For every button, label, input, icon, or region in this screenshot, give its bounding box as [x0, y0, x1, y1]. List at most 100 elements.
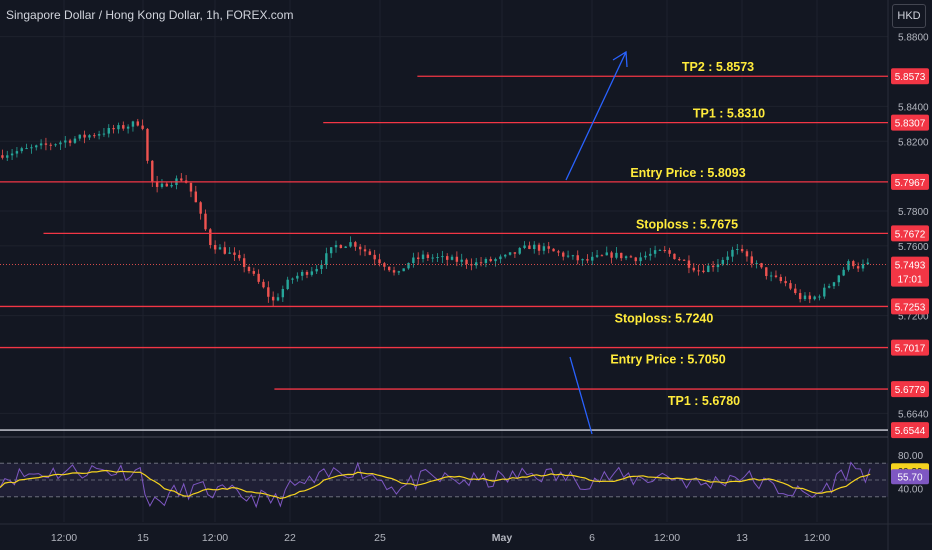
candle-body — [387, 266, 391, 271]
level-label: Stoploss : 5.7675 — [636, 217, 738, 231]
price-tick-label: 5.7200 — [898, 312, 929, 323]
candle-body — [117, 125, 120, 130]
candle-body — [678, 259, 681, 261]
candle-body — [358, 246, 362, 250]
candle-body — [499, 256, 502, 260]
time-tick-label: 12:00 — [804, 532, 830, 544]
trend-arrows — [565, 50, 628, 435]
candle-body — [513, 252, 517, 254]
time-axis: 12:00 15 12:00 22 25 May 6 12:00 13 12:00 — [0, 523, 932, 544]
candle-body — [402, 268, 405, 272]
grid — [0, 0, 888, 522]
candle-body — [44, 143, 48, 145]
candle-body — [160, 183, 164, 187]
candle-body — [528, 245, 531, 250]
candle-body — [305, 271, 309, 275]
candle-body — [286, 279, 289, 290]
level-label: Entry Price : 5.7050 — [610, 353, 725, 367]
candle-body — [68, 140, 72, 143]
candle-body — [624, 256, 628, 259]
candle-body — [131, 121, 135, 127]
candle-body — [49, 144, 52, 146]
candle-body — [615, 252, 618, 258]
price-tick-label: 5.8400 — [898, 102, 929, 113]
candle-body — [740, 248, 744, 252]
candle-body — [436, 257, 439, 259]
price-axis: 5.8800 5.8400 5.8200 5.7800 5.7600 5.7200 5.66… — [887, 0, 929, 550]
candle-body — [465, 259, 468, 265]
candle-body — [392, 270, 396, 273]
candle-body — [363, 249, 367, 252]
candle-body — [218, 247, 222, 250]
candle-body — [291, 278, 294, 280]
candle-body — [339, 245, 343, 248]
candle-body — [653, 250, 657, 254]
candle-body — [267, 287, 270, 297]
time-tick-label: 12:00 — [51, 532, 77, 544]
candle-body — [296, 275, 299, 279]
rsi-value-tag-label: 55.70 — [897, 473, 922, 484]
candle-body — [383, 263, 386, 267]
candle-body — [726, 256, 729, 260]
candle-body — [702, 270, 705, 273]
candle-body — [566, 255, 570, 257]
candle-body — [663, 249, 666, 251]
candle-body — [141, 125, 144, 129]
candle-body — [523, 245, 526, 249]
candle-body — [750, 256, 753, 264]
candle-body — [151, 160, 154, 182]
price-tick-label: 5.8200 — [898, 137, 929, 148]
candle-body — [407, 262, 410, 269]
candle-body — [344, 246, 347, 248]
time-tick-label: 13 — [736, 532, 748, 544]
candle-body — [784, 281, 787, 284]
currency-selector[interactable]: HKD — [892, 4, 926, 28]
candle-body — [779, 277, 782, 282]
rsi-panel: 80.00 40.00 — [0, 436, 923, 509]
level-label: Entry Price : 5.8093 — [630, 166, 745, 180]
candle-body — [731, 249, 734, 257]
candle-body — [837, 275, 841, 283]
candle-body — [745, 251, 749, 257]
candle-body — [813, 296, 816, 300]
candle-body — [325, 253, 328, 265]
candle-body — [320, 264, 323, 269]
time-tick-label: May — [492, 532, 513, 544]
price-tag-label: 5.7967 — [895, 178, 926, 189]
candle-body — [238, 254, 241, 259]
candle-body — [281, 289, 285, 298]
candle-body — [276, 297, 280, 301]
candle-body — [73, 138, 77, 143]
rsi-tick-label: 80.00 — [898, 451, 923, 462]
candle-body — [610, 252, 613, 258]
candle-body — [59, 142, 62, 145]
candle-body — [262, 281, 265, 288]
price-tag-label: 5.6544 — [895, 426, 926, 437]
candle-body — [794, 288, 797, 294]
candle-body — [88, 135, 91, 138]
candle-body — [832, 282, 836, 287]
price-tag-label: 5.8307 — [895, 119, 926, 130]
candle-body — [629, 256, 633, 258]
candle-body — [484, 259, 488, 263]
candle-body — [271, 296, 275, 301]
candle-body — [460, 259, 463, 262]
candle-body — [542, 246, 546, 251]
candle-body — [716, 264, 720, 268]
candle-body — [774, 275, 778, 278]
candle-body — [112, 128, 115, 130]
candle-body — [856, 266, 860, 269]
time-tick-label: 12:00 — [202, 532, 228, 544]
candle-body — [421, 254, 425, 260]
candle-body — [213, 245, 217, 250]
candle-body — [170, 185, 173, 187]
candle-body — [736, 248, 739, 250]
candle-body — [441, 256, 444, 258]
candle-body — [107, 128, 110, 134]
candle-body — [557, 251, 560, 253]
candle-body — [827, 286, 831, 288]
candle-body — [122, 125, 125, 129]
candle-body — [252, 271, 256, 274]
